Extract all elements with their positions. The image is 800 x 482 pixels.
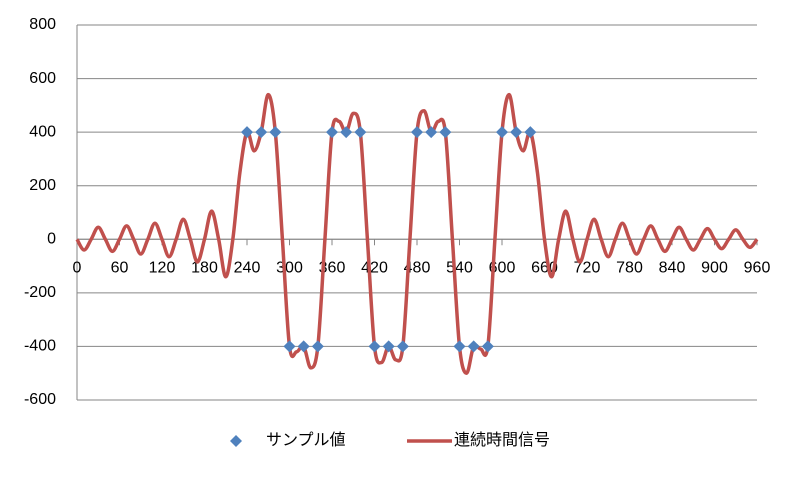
y-tick-label: -400 — [24, 338, 56, 355]
sample-point — [326, 126, 338, 139]
sample-point — [354, 126, 367, 139]
y-tick-label: 800 — [29, 16, 56, 33]
y-tick-label: 200 — [29, 177, 56, 194]
sample-point — [255, 126, 268, 139]
legend-label: 連続時間信号 — [454, 431, 550, 449]
x-tick-label: 540 — [446, 260, 473, 277]
sample-point — [467, 340, 480, 353]
x-tick-label: 660 — [531, 260, 558, 277]
y-tick-label: 400 — [29, 123, 56, 140]
x-tick-label: 180 — [191, 260, 218, 277]
x-tick-label: 840 — [659, 260, 686, 277]
sample-point — [297, 340, 310, 353]
x-tick-label: 240 — [234, 260, 261, 277]
y-tick-label: 0 — [47, 231, 56, 248]
sample-point — [496, 126, 508, 139]
x-tick-label: 720 — [574, 260, 601, 277]
sample-point — [241, 126, 253, 139]
sample-point — [510, 126, 523, 139]
legend-label: サンプル値 — [266, 431, 346, 449]
sample-point — [481, 340, 494, 353]
x-tick-label: 120 — [149, 260, 176, 277]
legend-key — [230, 435, 242, 447]
y-tick-label: 600 — [29, 70, 56, 87]
x-tick-label: 60 — [111, 260, 129, 277]
x-tick-label: 480 — [404, 260, 431, 277]
y-tick-label: -600 — [24, 391, 56, 408]
x-tick-label: 780 — [616, 260, 643, 277]
x-tick-label: 360 — [319, 260, 346, 277]
sample-point — [283, 340, 296, 353]
sample-point — [311, 340, 324, 353]
x-tick-label: 420 — [361, 260, 388, 277]
sample-point — [340, 126, 353, 139]
sample-point — [269, 126, 282, 139]
sample-point — [382, 340, 395, 353]
x-tick-label: 600 — [489, 260, 516, 277]
x-tick-label: 900 — [701, 260, 728, 277]
sample-point — [396, 340, 409, 353]
x-tick-label: 300 — [276, 260, 303, 277]
sample-point — [368, 340, 381, 353]
sample-point — [439, 126, 452, 139]
sample-point — [411, 126, 423, 139]
x-tick-label: 960 — [744, 260, 771, 277]
x-tick-label: 0 — [73, 260, 82, 277]
sample-point — [425, 126, 438, 139]
sample-point — [524, 126, 537, 139]
y-tick-label: -200 — [24, 284, 56, 301]
sample-point — [453, 340, 466, 353]
signal-line — [75, 92, 759, 375]
